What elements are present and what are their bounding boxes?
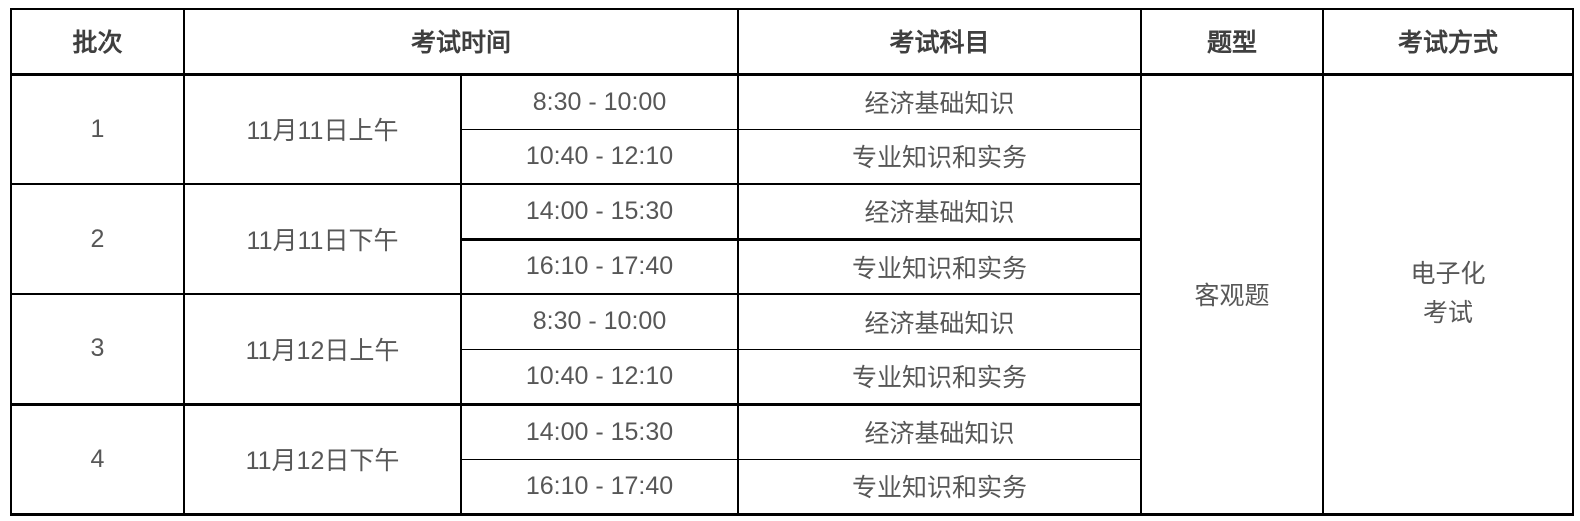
header-batch: 批次 <box>10 9 185 76</box>
exam-time-slot: 16:10 - 17:40 <box>459 459 740 514</box>
table-row: 10:40 - 12:10 专业知识和实务 <box>11 129 1573 185</box>
table-header-row: 批次 考试时间 考试科目 题型 考试方式 <box>10 9 1575 76</box>
exam-subject: 经济基础知识 <box>737 294 1143 350</box>
table-row: 2 11月11日下午 14:00 - 15:30 经济基础知识 <box>10 184 1573 295</box>
exam-date: 11月12日上午 <box>183 294 462 406</box>
exam-schedule-table: 批次 考试时间 考试科目 题型 考试方式 1 11月11日上午 8:30 - 1… <box>10 8 1575 516</box>
header-exam-time: 考试时间 <box>182 9 740 76</box>
exam-time-slot: 14:00 - 15:30 <box>459 404 740 460</box>
exam-subject: 专业知识和实务 <box>737 349 1143 406</box>
exam-time-slot: 10:40 - 12:10 <box>459 129 740 185</box>
batch-number: 1 <box>10 74 185 185</box>
table-row: 4 11月12日下午 14:00 - 15:30 经济基础知识 <box>10 404 1573 514</box>
exam-date: 11月11日下午 <box>183 184 462 295</box>
exam-date: 11月12日下午 <box>183 404 462 514</box>
exam-time-slot: 16:10 - 17:40 <box>459 239 740 295</box>
table-row: 3 11月12日上午 8:30 - 10:00 经济基础知识 <box>10 294 1573 406</box>
exam-subject: 经济基础知识 <box>737 184 1143 241</box>
table-row: 1 11月11日上午 8:30 - 10:00 经济基础知识 客观题 电子化 考… <box>10 74 1575 514</box>
exam-subject: 专业知识和实务 <box>737 459 1143 514</box>
table-row: 16:10 - 17:40 专业知识和实务 <box>11 239 1573 295</box>
table-row: 10:40 - 12:10 专业知识和实务 <box>11 349 1573 406</box>
header-exam-method: 考试方式 <box>1322 9 1575 76</box>
batch-number: 3 <box>10 294 185 406</box>
batch-number: 4 <box>10 404 185 514</box>
exam-method-cell: 电子化 考试 <box>1322 74 1575 514</box>
header-question-type: 题型 <box>1140 9 1325 76</box>
exam-subject: 经济基础知识 <box>737 404 1143 460</box>
exam-time-slot: 8:30 - 10:00 <box>459 74 740 130</box>
batch-number: 2 <box>10 184 185 295</box>
exam-subject: 经济基础知识 <box>737 74 1143 130</box>
exam-subject: 专业知识和实务 <box>737 129 1143 185</box>
exam-time-slot: 14:00 - 15:30 <box>459 184 740 241</box>
exam-subject: 专业知识和实务 <box>737 239 1143 295</box>
exam-time-slot: 8:30 - 10:00 <box>459 294 740 350</box>
table-row: 16:10 - 17:40 专业知识和实务 <box>11 459 1573 514</box>
exam-date: 11月11日上午 <box>183 74 462 185</box>
question-type-cell: 客观题 <box>1140 74 1325 514</box>
exam-time-slot: 10:40 - 12:10 <box>459 349 740 406</box>
header-exam-subject: 考试科目 <box>737 9 1143 76</box>
